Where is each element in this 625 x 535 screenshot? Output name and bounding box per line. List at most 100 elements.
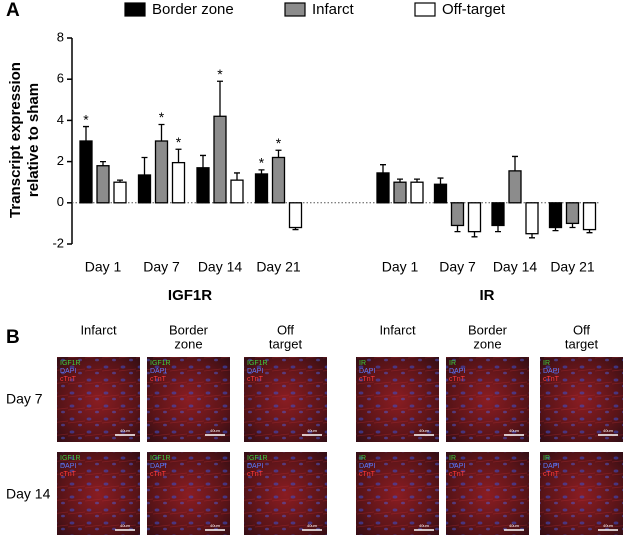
x-tick-label: Day 21 xyxy=(550,259,595,275)
stain-label: DAPI xyxy=(150,463,166,470)
column-header: Border xyxy=(169,322,209,337)
micrograph-nuclei xyxy=(356,452,439,535)
error-bar xyxy=(529,233,535,239)
bar xyxy=(450,202,465,227)
bar xyxy=(393,181,407,204)
stain-label: cTnT xyxy=(449,471,466,478)
micrograph-nuclei xyxy=(147,452,230,535)
stain-label: DAPI xyxy=(543,368,559,375)
column-header: Off xyxy=(277,322,294,337)
bar xyxy=(433,183,448,204)
scale-bar-label: 40um xyxy=(603,428,614,433)
micrograph-nuclei xyxy=(57,452,140,535)
column-header: Infarct xyxy=(379,322,416,337)
bar xyxy=(491,202,505,227)
legend-label: Off-target xyxy=(442,1,506,18)
error-bar xyxy=(495,225,501,233)
stain-label: IGF1R xyxy=(247,455,268,462)
column-header: Border xyxy=(468,322,508,337)
bar xyxy=(154,140,169,204)
bar xyxy=(79,140,93,204)
y-tick-label: -2 xyxy=(52,235,64,250)
column-header: target xyxy=(269,336,303,351)
bar xyxy=(230,179,244,204)
stain-label: IR xyxy=(449,360,456,367)
column-header: target xyxy=(565,336,599,351)
y-tick-label: 6 xyxy=(57,71,64,86)
x-tick-label: Day 21 xyxy=(256,259,301,275)
row-label: Day 7 xyxy=(6,391,43,407)
y-axis-title: relative to sham xyxy=(25,83,42,197)
error-bar xyxy=(258,169,265,174)
bar xyxy=(254,173,269,204)
error-bar xyxy=(141,156,148,175)
column-header: Off xyxy=(573,322,590,337)
stain-label: cTnT xyxy=(150,471,167,478)
scale-bar-label: 40um xyxy=(307,523,318,528)
group-label: IR xyxy=(480,287,495,304)
error-bar xyxy=(158,123,165,141)
x-tick-label: Day 1 xyxy=(382,259,419,275)
x-tick-label: Day 7 xyxy=(143,259,180,275)
row-label: Day 14 xyxy=(6,486,51,502)
stain-label: IGF1R xyxy=(247,360,268,367)
stain-label: cTnT xyxy=(60,376,77,383)
panel-label: B xyxy=(6,327,20,348)
y-tick-label: 0 xyxy=(57,194,64,209)
error-bar xyxy=(234,172,240,181)
micrograph-nuclei xyxy=(244,452,327,535)
scale-bar-label: 40um xyxy=(419,523,430,528)
significance-marker: * xyxy=(217,66,223,82)
bar xyxy=(288,202,303,229)
scale-bar-label: 40um xyxy=(419,428,430,433)
bar xyxy=(96,165,110,204)
bar xyxy=(565,202,580,225)
micrograph-nuclei xyxy=(446,357,529,442)
stain-label: IGF1R xyxy=(60,360,81,367)
stain-label: DAPI xyxy=(359,368,375,375)
error-bar xyxy=(471,231,478,238)
significance-marker: * xyxy=(276,135,282,151)
significance-marker: * xyxy=(176,134,182,150)
error-bar xyxy=(380,164,386,173)
stain-label: DAPI xyxy=(247,368,263,375)
bar xyxy=(467,202,482,233)
bar xyxy=(410,181,424,204)
legend-swatch xyxy=(124,2,146,17)
stain-label: DAPI xyxy=(150,368,166,375)
bar xyxy=(508,170,522,204)
stain-label: IR xyxy=(449,455,456,462)
stain-label: DAPI xyxy=(449,368,465,375)
y-tick-label: 4 xyxy=(57,112,64,127)
stain-label: IR xyxy=(359,455,366,462)
scale-bar-label: 40um xyxy=(120,523,131,528)
significance-marker: * xyxy=(83,111,89,127)
bar xyxy=(548,202,563,229)
error-bar xyxy=(512,155,518,171)
stain-label: cTnT xyxy=(359,376,376,383)
scale-bar-label: 40um xyxy=(120,428,131,433)
scale-bar-label: 40um xyxy=(509,428,520,433)
micrograph-nuclei xyxy=(57,357,140,442)
y-tick-label: 8 xyxy=(57,29,64,44)
y-axis-title: Transcript expression xyxy=(7,62,24,218)
stain-label: DAPI xyxy=(60,368,76,375)
bar xyxy=(213,115,227,204)
stain-label: cTnT xyxy=(150,376,167,383)
legend-label: Border zone xyxy=(152,1,234,18)
bar xyxy=(137,174,152,204)
stain-label: IR xyxy=(543,455,550,462)
legend-swatch xyxy=(284,2,306,17)
scale-bar-label: 40um xyxy=(603,523,614,528)
panel-label: A xyxy=(6,0,20,21)
scale-bar-label: 40um xyxy=(509,523,520,528)
column-header: zone xyxy=(174,336,202,351)
stain-label: cTnT xyxy=(247,471,264,478)
error-bar xyxy=(100,160,106,166)
micrograph-nuclei xyxy=(446,452,529,535)
stain-label: cTnT xyxy=(449,376,466,383)
stain-label: IGF1R xyxy=(150,360,171,367)
error-bar xyxy=(569,223,576,229)
scale-bar-label: 40um xyxy=(307,428,318,433)
error-bar xyxy=(175,148,182,163)
